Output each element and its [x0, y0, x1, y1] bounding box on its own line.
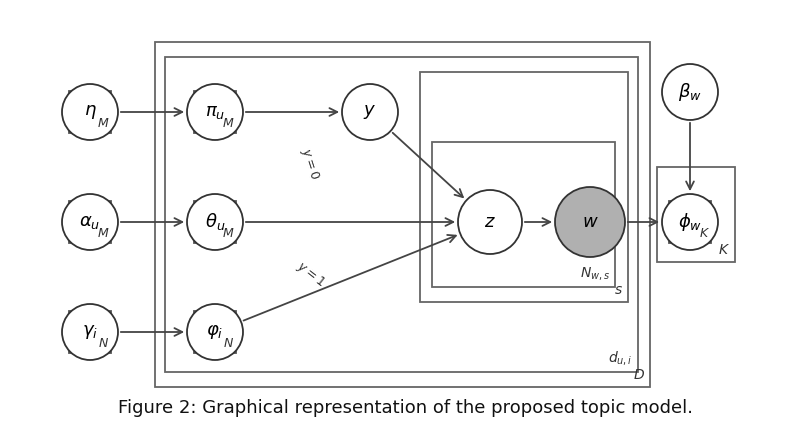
Bar	[432, 142, 615, 287]
Text: $w$: $w$	[582, 213, 599, 231]
Bar	[165, 57, 638, 372]
Bar	[194, 201, 236, 243]
Text: $\alpha_u$: $\alpha_u$	[79, 213, 100, 231]
Text: $\phi_w$: $\phi_w$	[678, 211, 702, 233]
Bar	[420, 72, 628, 302]
Text: N: N	[99, 337, 108, 350]
Bar	[155, 42, 650, 387]
Ellipse shape	[187, 84, 243, 140]
Ellipse shape	[662, 64, 718, 120]
Ellipse shape	[62, 194, 118, 250]
Bar	[69, 201, 111, 243]
Ellipse shape	[342, 84, 398, 140]
Text: Figure 2: Graphical representation of the proposed topic model.: Figure 2: Graphical representation of th…	[117, 399, 693, 417]
Text: $K$: $K$	[718, 243, 730, 257]
Text: $y{=}1$: $y{=}1$	[292, 258, 327, 290]
Text: $\theta_u$: $\theta_u$	[205, 212, 225, 232]
Ellipse shape	[662, 194, 718, 250]
Bar	[657, 167, 735, 262]
Bar	[194, 91, 236, 133]
Text: M: M	[97, 227, 108, 240]
Text: $\pi_u$: $\pi_u$	[205, 103, 225, 121]
Text: $\eta$: $\eta$	[83, 103, 96, 121]
Bar	[194, 311, 236, 353]
Ellipse shape	[555, 187, 625, 257]
Text: M: M	[97, 117, 108, 130]
Ellipse shape	[458, 190, 522, 254]
Ellipse shape	[187, 304, 243, 360]
Text: $D$: $D$	[633, 368, 645, 382]
Bar	[69, 91, 111, 133]
Text: N: N	[224, 337, 233, 350]
Text: M: M	[222, 117, 233, 130]
Text: $\varphi_i$: $\varphi_i$	[207, 323, 224, 341]
Text: $y{=}0$: $y{=}0$	[297, 146, 322, 182]
Text: $s$: $s$	[614, 283, 623, 297]
Ellipse shape	[187, 194, 243, 250]
Text: $N_{w,s}$: $N_{w,s}$	[580, 265, 610, 282]
Bar	[69, 311, 111, 353]
Text: K: K	[700, 227, 708, 240]
Text: $d_{u,i}$: $d_{u,i}$	[608, 349, 633, 367]
Bar	[669, 201, 711, 243]
Text: $z$: $z$	[484, 213, 496, 231]
Text: M: M	[222, 227, 233, 240]
Text: $\beta_w$: $\beta_w$	[678, 81, 702, 103]
Text: $\gamma_i$: $\gamma_i$	[82, 323, 98, 341]
Ellipse shape	[62, 84, 118, 140]
Text: $y$: $y$	[364, 103, 377, 121]
Ellipse shape	[62, 304, 118, 360]
